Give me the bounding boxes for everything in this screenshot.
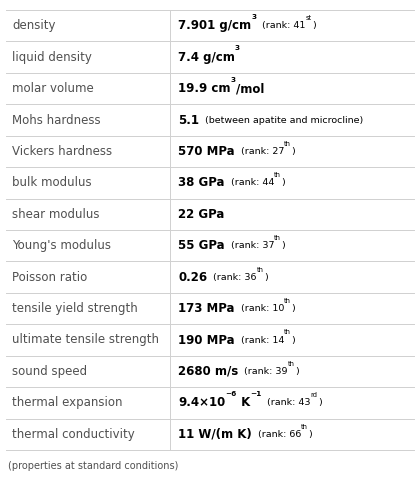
Text: (rank: 36: (rank: 36 (207, 272, 257, 282)
Text: thermal conductivity: thermal conductivity (12, 428, 135, 441)
Text: Poisson ratio: Poisson ratio (12, 271, 87, 283)
Text: K: K (236, 396, 250, 409)
Text: 570 MPa: 570 MPa (178, 145, 235, 158)
Text: 3: 3 (235, 45, 240, 51)
Text: 2680 m/s: 2680 m/s (178, 365, 239, 378)
Text: Vickers hardness: Vickers hardness (12, 145, 112, 158)
Text: liquid density: liquid density (12, 51, 92, 64)
Text: 3: 3 (251, 14, 256, 20)
Text: th: th (284, 298, 291, 304)
Text: (rank: 41: (rank: 41 (256, 21, 306, 30)
Text: 173 MPa: 173 MPa (178, 302, 235, 315)
Text: st: st (306, 15, 312, 21)
Text: ): ) (281, 178, 285, 187)
Text: −1: −1 (250, 391, 261, 397)
Text: 190 MPa: 190 MPa (178, 334, 235, 347)
Text: 19.9 cm: 19.9 cm (178, 82, 231, 95)
Text: rd: rd (311, 392, 318, 398)
Text: th: th (257, 267, 264, 272)
Text: Mohs hardness: Mohs hardness (12, 113, 101, 127)
Text: 55 GPa: 55 GPa (178, 239, 225, 252)
Text: ): ) (308, 430, 312, 439)
Text: 22 GPa: 22 GPa (178, 208, 224, 221)
Text: (rank: 43: (rank: 43 (261, 398, 311, 407)
Text: ): ) (264, 272, 268, 282)
Text: th: th (284, 329, 291, 336)
Text: 3: 3 (231, 77, 236, 83)
Text: 9.4×10: 9.4×10 (178, 396, 226, 409)
Text: (rank: 44: (rank: 44 (225, 178, 274, 187)
Text: th: th (284, 141, 291, 147)
Text: th: th (274, 172, 281, 178)
Text: ultimate tensile strength: ultimate tensile strength (12, 334, 159, 347)
Text: ): ) (291, 336, 295, 345)
Text: ): ) (291, 147, 295, 156)
Text: thermal expansion: thermal expansion (12, 396, 123, 409)
Text: ): ) (312, 21, 315, 30)
Text: 7.4 g/cm: 7.4 g/cm (178, 51, 235, 64)
Text: shear modulus: shear modulus (12, 208, 100, 221)
Text: (rank: 66: (rank: 66 (252, 430, 301, 439)
Text: 7.901 g/cm: 7.901 g/cm (178, 19, 251, 32)
Text: (rank: 10: (rank: 10 (235, 304, 284, 313)
Text: ): ) (318, 398, 321, 407)
Text: (between apatite and microcline): (between apatite and microcline) (199, 116, 363, 124)
Text: ): ) (281, 241, 285, 250)
Text: ): ) (291, 304, 295, 313)
Text: th: th (301, 424, 308, 430)
Text: (rank: 37: (rank: 37 (225, 241, 274, 250)
Text: 11 W/(m K): 11 W/(m K) (178, 428, 252, 441)
Text: Young's modulus: Young's modulus (12, 239, 111, 252)
Text: 0.26: 0.26 (178, 271, 207, 283)
Text: ): ) (295, 367, 299, 376)
Text: (properties at standard conditions): (properties at standard conditions) (8, 461, 178, 471)
Text: th: th (274, 235, 281, 241)
Text: (rank: 27: (rank: 27 (235, 147, 284, 156)
Text: 5.1: 5.1 (178, 113, 199, 127)
Text: sound speed: sound speed (12, 365, 87, 378)
Text: (rank: 14: (rank: 14 (235, 336, 284, 345)
Text: molar volume: molar volume (12, 82, 94, 95)
Text: /mol: /mol (236, 82, 264, 95)
Text: −6: −6 (226, 391, 236, 397)
Text: density: density (12, 19, 55, 32)
Text: bulk modulus: bulk modulus (12, 176, 92, 189)
Text: tensile yield strength: tensile yield strength (12, 302, 138, 315)
Text: th: th (288, 361, 295, 367)
Text: 38 GPa: 38 GPa (178, 176, 225, 189)
Text: (rank: 39: (rank: 39 (239, 367, 288, 376)
